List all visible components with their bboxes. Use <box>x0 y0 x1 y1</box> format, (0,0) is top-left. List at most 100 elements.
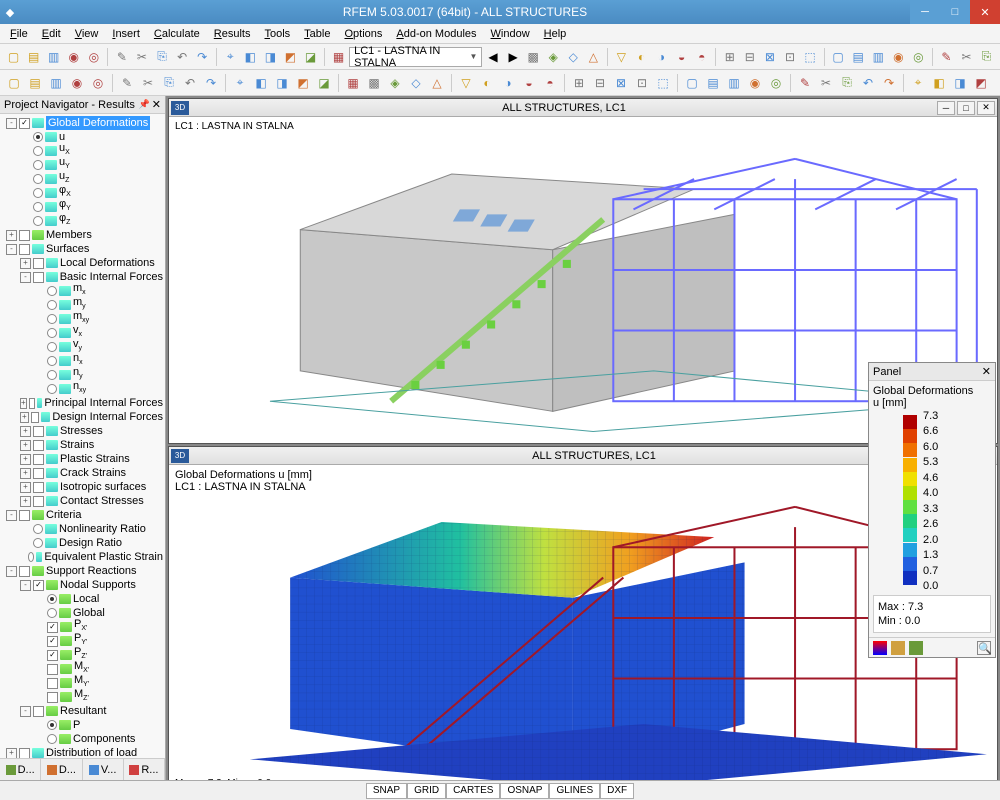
toolbar-button[interactable]: ◨ <box>272 73 292 93</box>
toolbar-button[interactable]: ✂ <box>132 47 151 67</box>
toolbar-button[interactable]: ◧ <box>251 73 271 93</box>
toolbar-button[interactable]: ▽ <box>456 73 476 93</box>
toolbar-button[interactable]: ⊡ <box>780 47 799 67</box>
tree-node[interactable]: +Principal Internal Forces <box>2 396 163 410</box>
toolbar-button[interactable]: ◇ <box>406 73 426 93</box>
panel-close-icon[interactable]: ✕ <box>982 365 991 378</box>
tree-node[interactable]: Nonlinearity Ratio <box>2 522 163 536</box>
tree-node[interactable]: +Distribution of load <box>2 746 163 758</box>
toolbar-button[interactable]: ▢ <box>682 73 702 93</box>
status-glines[interactable]: GLINES <box>549 783 600 799</box>
toolbar-button[interactable]: ◩ <box>281 47 300 67</box>
toolbar-button[interactable]: ◓ <box>540 73 560 93</box>
toolbar-button[interactable]: ◑ <box>652 47 671 67</box>
tree-node[interactable]: -Surfaces <box>2 242 163 256</box>
tree-node[interactable]: mxy <box>2 312 163 326</box>
toolbar-button[interactable]: ▩ <box>364 73 384 93</box>
navigator-tree[interactable]: -✓Global DeformationsuuXuYuZφXφYφZ+Membe… <box>0 114 165 758</box>
toolbar-button[interactable]: ◉ <box>64 47 83 67</box>
tree-node[interactable]: uZ <box>2 172 163 186</box>
tree-node[interactable]: +Contact Stresses <box>2 494 163 508</box>
tree-node[interactable]: u <box>2 130 163 144</box>
toolbar-button[interactable]: ◨ <box>950 73 970 93</box>
toolbar-button[interactable]: ⌖ <box>230 73 250 93</box>
loadcase-prev-button[interactable]: ◀ <box>483 47 502 67</box>
toolbar-button[interactable]: ◒ <box>519 73 539 93</box>
toolbar-button[interactable]: △ <box>584 47 603 67</box>
view-close-button[interactable]: ✕ <box>977 101 995 115</box>
tree-node[interactable]: +Local Deformations <box>2 256 163 270</box>
menu-edit[interactable]: Edit <box>36 28 67 40</box>
toolbar-button[interactable]: ▥ <box>869 47 888 67</box>
toolbar-button[interactable]: ⬚ <box>801 47 820 67</box>
toolbar-button[interactable]: ◨ <box>261 47 280 67</box>
toolbar-button[interactable]: ◉ <box>889 47 908 67</box>
toolbar-button[interactable]: ◑ <box>498 73 518 93</box>
toolbar-button[interactable]: ▤ <box>25 73 45 93</box>
navigator-pin-icon[interactable]: 📌 <box>139 99 150 110</box>
toolbar-button[interactable]: ✎ <box>937 47 956 67</box>
toolbar-button[interactable]: △ <box>427 73 447 93</box>
tree-node[interactable]: +Strains <box>2 438 163 452</box>
toolbar-button[interactable]: ◧ <box>929 73 949 93</box>
toolbar-button[interactable]: ⎘ <box>153 47 172 67</box>
toolbar-button[interactable]: ◉ <box>745 73 765 93</box>
tree-node[interactable]: Components <box>2 732 163 746</box>
navigator-tab[interactable]: R... <box>124 759 165 780</box>
tree-node[interactable]: nxy <box>2 382 163 396</box>
toolbar-button[interactable]: ▢ <box>829 47 848 67</box>
toolbar-button[interactable]: ⊟ <box>740 47 759 67</box>
menu-view[interactable]: View <box>69 28 105 40</box>
tree-node[interactable]: -Resultant <box>2 704 163 718</box>
tree-node[interactable]: φY <box>2 200 163 214</box>
menu-results[interactable]: Results <box>208 28 257 40</box>
toolbar-button[interactable]: ◉ <box>67 73 87 93</box>
panel-filter-icon[interactable] <box>909 641 923 655</box>
tree-node[interactable]: uY <box>2 158 163 172</box>
status-osnap[interactable]: OSNAP <box>500 783 549 799</box>
tree-node[interactable]: +Isotropic surfaces <box>2 480 163 494</box>
tree-node[interactable]: uX <box>2 144 163 158</box>
toolbar-button[interactable]: ⌖ <box>908 73 928 93</box>
toolbar-button[interactable]: ◩ <box>293 73 313 93</box>
toolbar-button[interactable]: ◎ <box>909 47 928 67</box>
toolbar-button[interactable]: ▤ <box>849 47 868 67</box>
view-3d-icon[interactable]: 3D <box>171 101 189 115</box>
tree-node[interactable]: +Design Internal Forces <box>2 410 163 424</box>
tree-node[interactable]: -Criteria <box>2 508 163 522</box>
view-max-button[interactable]: □ <box>957 101 975 115</box>
tree-node[interactable]: -✓Global Deformations <box>2 116 163 130</box>
tree-node[interactable]: +Crack Strains <box>2 466 163 480</box>
menu-add-on-modules[interactable]: Add-on Modules <box>390 28 482 40</box>
toolbar-button[interactable]: ◪ <box>314 73 334 93</box>
toolbar-button[interactable]: ▢ <box>4 73 24 93</box>
toolbar-button[interactable]: ▽ <box>612 47 631 67</box>
toolbar-button[interactable]: ◐ <box>632 47 651 67</box>
loadcase-combo[interactable]: LC1 - LASTNA IN STALNA▼ <box>349 47 482 67</box>
toolbar-button[interactable]: ↶ <box>180 73 200 93</box>
toolbar-button[interactable]: ▦ <box>329 47 348 67</box>
toolbar-button[interactable]: ✂ <box>816 73 836 93</box>
toolbar-button[interactable]: ⎘ <box>837 73 857 93</box>
toolbar-button[interactable]: ◓ <box>692 47 711 67</box>
tree-node[interactable]: φZ <box>2 214 163 228</box>
toolbar-button[interactable]: ⎘ <box>977 47 996 67</box>
toolbar-button[interactable]: ⊟ <box>590 73 610 93</box>
toolbar-button[interactable]: ◪ <box>301 47 320 67</box>
toolbar-button[interactable]: ◩ <box>971 73 991 93</box>
close-button[interactable]: ✕ <box>970 0 1000 24</box>
tree-node[interactable]: Local <box>2 592 163 606</box>
tree-node[interactable]: Equivalent Plastic Strain <box>2 550 163 564</box>
tree-node[interactable]: φX <box>2 186 163 200</box>
tree-node[interactable]: -Support Reactions <box>2 564 163 578</box>
status-grid[interactable]: GRID <box>407 783 446 799</box>
tree-node[interactable]: +Members <box>2 228 163 242</box>
navigator-tab[interactable]: V... <box>83 759 124 780</box>
view-min-button[interactable]: ─ <box>937 101 955 115</box>
toolbar-button[interactable]: ▢ <box>4 47 23 67</box>
toolbar-button[interactable]: ◇ <box>564 47 583 67</box>
menu-help[interactable]: Help <box>538 28 573 40</box>
toolbar-button[interactable]: ✎ <box>795 73 815 93</box>
view-3d-icon[interactable]: 3D <box>171 449 189 463</box>
toolbar-button[interactable]: ▥ <box>724 73 744 93</box>
